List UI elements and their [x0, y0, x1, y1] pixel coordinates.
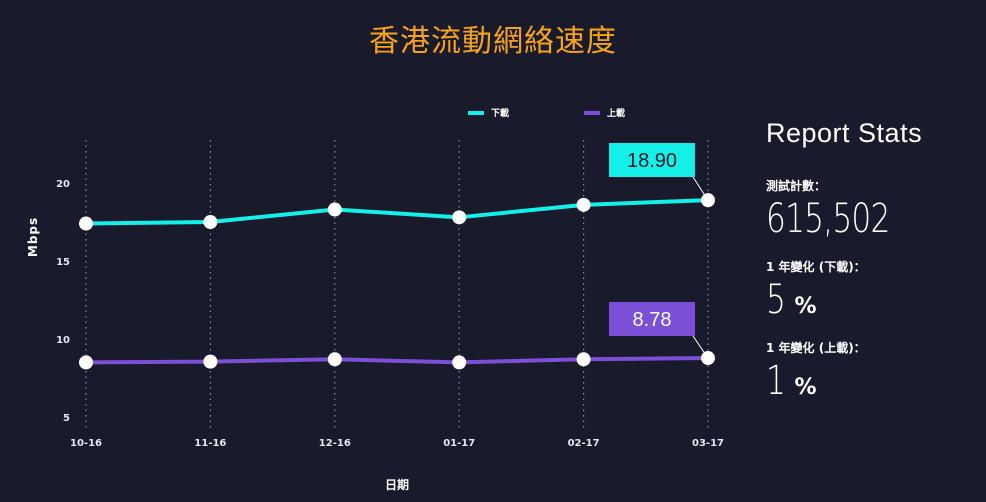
value-callouts: 18.90 8.78 [609, 143, 709, 359]
x-axis-ticks: 10-16 11-16 12-16 01-17 02-17 03-17 [70, 438, 724, 449]
x-tick-label: 10-16 [70, 438, 102, 449]
data-point [327, 202, 342, 217]
data-point [327, 352, 342, 367]
x-tick-label: 11-16 [194, 438, 226, 449]
x-tick-label: 03-17 [692, 438, 724, 449]
y-axis-ticks: 5 10 15 20 [56, 179, 70, 424]
callout-leader [692, 335, 709, 359]
report-stats-panel: Report Stats 測試計數： 615,502 1 年變化 (下載)： 5… [766, 118, 981, 406]
legend-label: 下載 [491, 107, 509, 119]
data-point [203, 354, 218, 369]
report-stats-heading: Report Stats [766, 118, 923, 148]
data-point [576, 352, 591, 367]
series-line-0 [85, 198, 709, 226]
download-change-value: 5% [766, 277, 817, 323]
y-tick-label: 15 [56, 257, 70, 268]
x-tick-label: 12-16 [319, 438, 351, 449]
series-line-1 [85, 356, 709, 365]
callout-value: 18.90 [627, 150, 677, 172]
legend: 下載 上載 [468, 107, 625, 119]
callout-box [609, 302, 695, 336]
data-point [452, 210, 467, 225]
series-lines [79, 193, 715, 370]
data-point [203, 215, 218, 229]
data-point [576, 197, 591, 212]
y-tick-label: 10 [56, 335, 70, 346]
gridlines [85, 140, 709, 428]
y-tick-label: 5 [63, 413, 70, 424]
upload-change-value: 1% [766, 358, 817, 404]
x-tick-label: 01-17 [443, 438, 475, 449]
chart-title: 香港流動網絡速度 [369, 24, 617, 59]
callout-value: 8.78 [633, 309, 672, 331]
data-point [79, 355, 93, 370]
legend-label: 上載 [607, 107, 625, 119]
upload-change-label: 1 年變化 (上載)： [766, 341, 866, 355]
test-count-value: 615,502 [766, 196, 890, 242]
x-axis-label: 日期 [385, 477, 409, 492]
callout-box [609, 143, 695, 177]
callout-leader [692, 176, 709, 201]
data-point [452, 355, 467, 370]
download-change-label: 1 年變化 (下載)： [766, 260, 866, 274]
x-tick-label: 02-17 [568, 438, 600, 449]
y-axis-label: Mbps [26, 217, 40, 257]
data-point [79, 216, 93, 231]
y-tick-label: 20 [56, 179, 70, 190]
test-count-label: 測試計數： [766, 179, 827, 193]
